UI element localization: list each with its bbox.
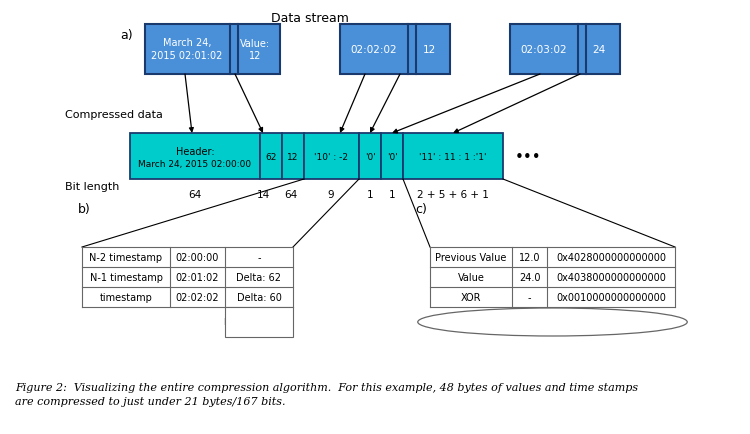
Text: Previous Value: Previous Value <box>435 253 507 263</box>
Text: Data stream: Data stream <box>271 12 349 25</box>
Text: 1: 1 <box>367 190 374 200</box>
Text: 02:02:02: 02:02:02 <box>351 45 398 55</box>
Bar <box>304 134 359 180</box>
Text: 2015 02:01:02: 2015 02:01:02 <box>152 51 223 61</box>
Text: '0': '0' <box>364 152 375 161</box>
Text: Delta of deltas:: Delta of deltas: <box>224 318 294 327</box>
Bar <box>359 134 381 180</box>
Text: •••: ••• <box>515 149 541 164</box>
Text: 64: 64 <box>284 190 298 200</box>
Text: N-1 timestamp: N-1 timestamp <box>89 273 163 283</box>
Text: 0x0010000000000000: 0x0010000000000000 <box>556 293 666 302</box>
Text: '0': '0' <box>387 152 398 161</box>
Text: Compressed data: Compressed data <box>65 110 163 120</box>
Text: Figure 2:  Visualizing the entire compression algorithm.  For this example, 48 b: Figure 2: Visualizing the entire compres… <box>15 382 638 392</box>
Text: 24.0: 24.0 <box>519 273 540 283</box>
Text: 9: 9 <box>328 190 334 200</box>
Bar <box>130 134 260 180</box>
Text: '10' : -2: '10' : -2 <box>314 152 349 161</box>
Bar <box>260 134 282 180</box>
Text: 24: 24 <box>592 45 606 55</box>
Text: are compressed to just under 21 bytes/167 bits.: are compressed to just under 21 bytes/16… <box>15 396 286 406</box>
Text: 02:00:00: 02:00:00 <box>176 253 219 263</box>
Bar <box>403 134 503 180</box>
Text: 02:02:02: 02:02:02 <box>176 293 219 302</box>
Text: a): a) <box>120 29 133 41</box>
Bar <box>510 25 620 75</box>
Text: c): c) <box>415 203 427 216</box>
Text: Bit length: Bit length <box>65 181 119 191</box>
Text: 1: 1 <box>388 190 395 200</box>
Text: -2: -2 <box>254 327 263 336</box>
Bar <box>381 134 403 180</box>
Text: timestamp: timestamp <box>100 293 152 302</box>
Text: -: - <box>528 293 531 302</box>
Text: 12: 12 <box>287 152 298 161</box>
Text: XOR: XOR <box>460 293 482 302</box>
Text: 12.0: 12.0 <box>519 253 540 263</box>
Text: March 24,: March 24, <box>163 38 211 48</box>
Bar <box>340 25 450 75</box>
Text: Value:
12: Value: 12 <box>240 39 270 61</box>
Bar <box>282 134 304 180</box>
Bar <box>145 25 280 75</box>
Text: 12: 12 <box>422 45 436 55</box>
Text: '11' : 11 : 1 :'1': '11' : 11 : 1 :'1' <box>419 152 487 161</box>
Text: Header:: Header: <box>176 147 214 157</box>
Text: 11 leading zeros, # of meaningful bits is 1: 11 leading zeros, # of meaningful bits i… <box>457 318 649 327</box>
Text: 02:03:02: 02:03:02 <box>520 45 567 55</box>
Text: 2 + 5 + 6 + 1: 2 + 5 + 6 + 1 <box>417 190 489 200</box>
Text: N-2 timestamp: N-2 timestamp <box>89 253 163 263</box>
Text: b): b) <box>78 203 91 216</box>
Text: Delta: 62: Delta: 62 <box>236 273 281 283</box>
Text: 02:01:02: 02:01:02 <box>176 273 219 283</box>
Ellipse shape <box>418 308 687 336</box>
Text: 64: 64 <box>188 190 202 200</box>
Text: 14: 14 <box>256 190 270 200</box>
Text: March 24, 2015 02:00:00: March 24, 2015 02:00:00 <box>139 159 251 168</box>
Text: -: - <box>257 253 261 263</box>
Bar <box>225 307 293 337</box>
Text: 62: 62 <box>266 152 277 161</box>
Text: 0x4038000000000000: 0x4038000000000000 <box>556 273 666 283</box>
Text: Value: Value <box>458 273 484 283</box>
Text: 0x4028000000000000: 0x4028000000000000 <box>556 253 666 263</box>
Text: Delta: 60: Delta: 60 <box>236 293 281 302</box>
